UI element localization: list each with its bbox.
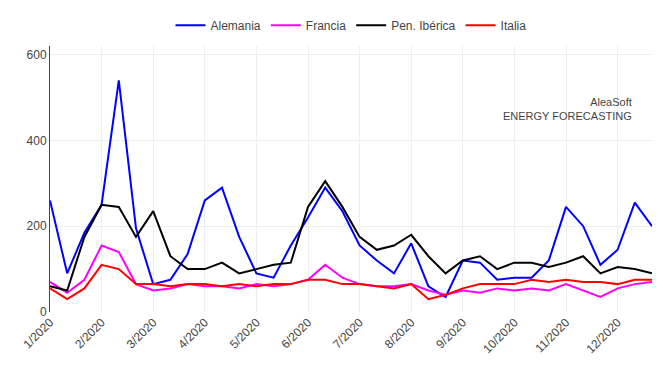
svg-text:Francia: Francia — [306, 19, 346, 33]
svg-text:4/2020: 4/2020 — [175, 315, 211, 351]
svg-text:8/2020: 8/2020 — [382, 315, 418, 351]
svg-text:2/2020: 2/2020 — [72, 315, 108, 351]
svg-text:7/2020: 7/2020 — [330, 315, 366, 351]
svg-text:10/2020: 10/2020 — [480, 315, 521, 356]
svg-text:Alemania: Alemania — [211, 19, 261, 33]
svg-text:600: 600 — [27, 48, 47, 62]
svg-text:0: 0 — [40, 305, 47, 319]
svg-text:200: 200 — [27, 219, 47, 233]
svg-text:5/2020: 5/2020 — [227, 315, 263, 351]
svg-text:12/2020: 12/2020 — [583, 315, 624, 356]
svg-text:3/2020: 3/2020 — [124, 315, 160, 351]
svg-text:9/2020: 9/2020 — [433, 315, 469, 351]
svg-text:11/2020: 11/2020 — [532, 315, 572, 355]
svg-text:AleaSoftENERGY FORECASTING: AleaSoftENERGY FORECASTING — [503, 96, 632, 122]
svg-text:1/2020: 1/2020 — [21, 315, 57, 351]
svg-text:400: 400 — [27, 134, 47, 148]
svg-text:Italia: Italia — [501, 19, 527, 33]
svg-text:6/2020: 6/2020 — [279, 315, 315, 351]
svg-text:Pen. Ibérica: Pen. Ibérica — [391, 19, 455, 33]
